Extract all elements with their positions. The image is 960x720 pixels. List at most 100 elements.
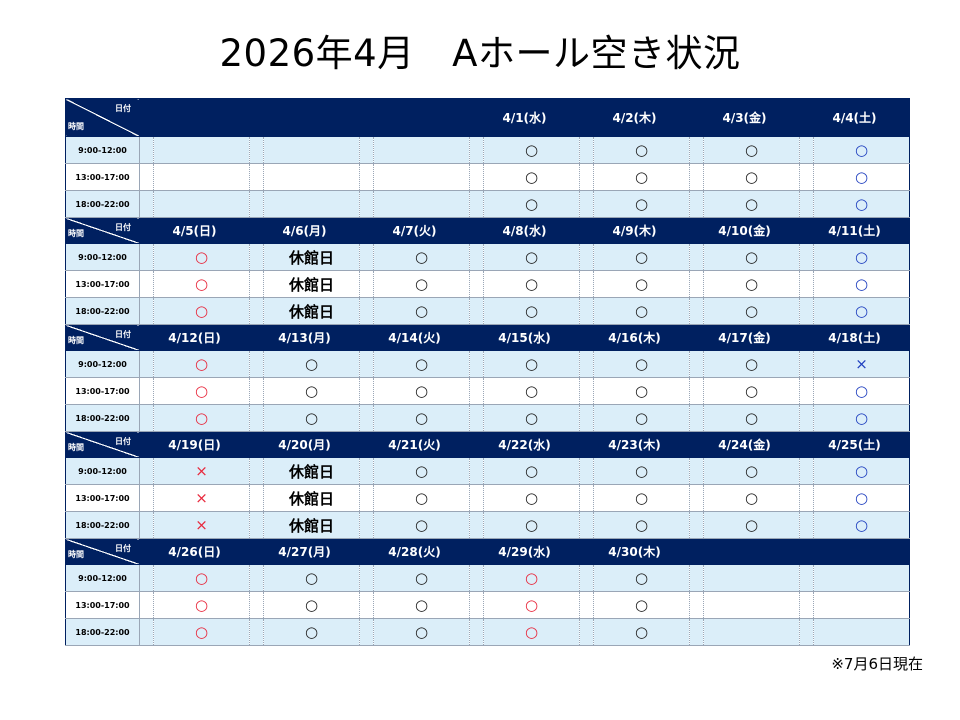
availability-cell: ○	[593, 618, 690, 646]
availability-cell	[813, 618, 910, 646]
date-header-cell: 4/20(月)	[249, 431, 360, 458]
spacer-cell	[579, 377, 594, 405]
availability-cell: ○	[153, 404, 250, 432]
availability-cell: ○	[263, 377, 360, 405]
time-slot-label: 9:00-12:00	[65, 350, 140, 378]
availability-cell: ○	[703, 457, 800, 485]
time-slot-row: 9:00-12:00 × 休館日 ○ ○ ○ ○ ○	[65, 457, 910, 485]
spacer-cell	[469, 404, 484, 432]
date-header-cell: 4/27(月)	[249, 538, 360, 565]
date-header-cell: 4/7(火)	[359, 217, 470, 244]
time-slot-label: 9:00-12:00	[65, 564, 140, 592]
availability-cell: ○	[483, 511, 580, 539]
availability-cell	[703, 591, 800, 619]
time-slot-row: 18:00-22:00 ○ ○ ○ ○ ○	[65, 618, 910, 646]
spacer-cell	[359, 591, 374, 619]
availability-cell: ○	[813, 377, 910, 405]
availability-table: 日付 時間 4/1(水) 4/2(木) 4/3(金) 4/4(土) 9:00-12:00 ○ ○…	[65, 98, 910, 646]
spacer-cell	[359, 350, 374, 378]
availability-cell: ○	[593, 136, 690, 164]
spacer-cell	[249, 484, 264, 512]
corner-date-label: 日付	[115, 437, 131, 446]
availability-cell: ○	[153, 377, 250, 405]
spacer-cell	[139, 591, 154, 619]
time-slot-label: 9:00-12:00	[65, 243, 140, 271]
spacer-cell	[359, 270, 374, 298]
availability-cell: ○	[483, 243, 580, 271]
availability-cell: ○	[703, 190, 800, 218]
spacer-cell	[579, 190, 594, 218]
spacer-cell	[139, 377, 154, 405]
spacer-cell	[579, 591, 594, 619]
time-slot-label: 13:00-17:00	[65, 377, 140, 405]
availability-cell: ○	[373, 511, 470, 539]
date-header-cell: 4/4(土)	[799, 98, 910, 137]
availability-cell: ○	[483, 136, 580, 164]
time-slot-row: 13:00-17:00 ○ ○ ○ ○	[65, 163, 910, 191]
date-header-cell: 4/22(水)	[469, 431, 580, 458]
date-header-cell: 4/12(日)	[139, 324, 250, 351]
spacer-cell	[139, 457, 154, 485]
spacer-cell	[359, 136, 374, 164]
spacer-cell	[689, 404, 704, 432]
date-header-cell: 4/19(日)	[139, 431, 250, 458]
date-header-cell: 4/15(水)	[469, 324, 580, 351]
availability-cell: ○	[373, 591, 470, 619]
spacer-cell	[249, 618, 264, 646]
spacer-cell	[689, 511, 704, 539]
availability-cell: ○	[483, 297, 580, 325]
week-header-row: 日付 時間 4/26(日) 4/27(月) 4/28(火) 4/29(水) 4/30(木)	[65, 538, 910, 565]
date-header-cell: 4/1(水)	[469, 98, 580, 137]
time-slot-row: 9:00-12:00 ○ ○ ○ ○ ○ ○ ×	[65, 350, 910, 378]
time-slot-label: 18:00-22:00	[65, 190, 140, 218]
availability-cell: ○	[153, 243, 250, 271]
availability-cell: ○	[703, 377, 800, 405]
date-header-cell: 4/26(日)	[139, 538, 250, 565]
date-header-cell: 4/10(金)	[689, 217, 800, 244]
availability-cell: ○	[813, 163, 910, 191]
time-slot-label: 13:00-17:00	[65, 591, 140, 619]
spacer-cell	[469, 270, 484, 298]
date-header-cell: 4/2(木)	[579, 98, 690, 137]
spacer-cell	[799, 297, 814, 325]
spacer-cell	[579, 511, 594, 539]
corner-date-label: 日付	[115, 104, 131, 113]
spacer-cell	[689, 591, 704, 619]
spacer-cell	[469, 484, 484, 512]
spacer-cell	[689, 136, 704, 164]
corner-header-cell: 日付 時間	[65, 324, 140, 351]
spacer-cell	[139, 190, 154, 218]
time-slot-label: 13:00-17:00	[65, 163, 140, 191]
date-header-cell: 4/6(月)	[249, 217, 360, 244]
time-slot-row: 18:00-22:00 ○ ○ ○ ○ ○ ○ ○	[65, 404, 910, 432]
spacer-cell	[249, 564, 264, 592]
spacer-cell	[359, 190, 374, 218]
spacer-cell	[579, 564, 594, 592]
availability-cell: ○	[593, 457, 690, 485]
spacer-cell	[359, 457, 374, 485]
date-header-cell	[249, 98, 360, 137]
spacer-cell	[579, 350, 594, 378]
spacer-cell	[359, 484, 374, 512]
date-header-cell	[799, 538, 910, 565]
availability-cell: ○	[483, 484, 580, 512]
availability-cell	[153, 136, 250, 164]
spacer-cell	[139, 484, 154, 512]
availability-cell: 休館日	[263, 457, 360, 485]
spacer-cell	[249, 350, 264, 378]
date-header-cell: 4/28(火)	[359, 538, 470, 565]
availability-cell: ○	[703, 297, 800, 325]
date-header-cell	[689, 538, 800, 565]
availability-cell: ○	[153, 564, 250, 592]
availability-cell: ○	[813, 484, 910, 512]
date-header-cell: 4/13(月)	[249, 324, 360, 351]
spacer-cell	[139, 270, 154, 298]
availability-cell: ○	[483, 404, 580, 432]
date-header-cell	[139, 98, 250, 137]
corner-header-cell: 日付 時間	[65, 431, 140, 458]
date-header-cell: 4/3(金)	[689, 98, 800, 137]
spacer-cell	[579, 457, 594, 485]
date-header-cell: 4/8(水)	[469, 217, 580, 244]
spacer-cell	[359, 377, 374, 405]
time-slot-label: 9:00-12:00	[65, 457, 140, 485]
